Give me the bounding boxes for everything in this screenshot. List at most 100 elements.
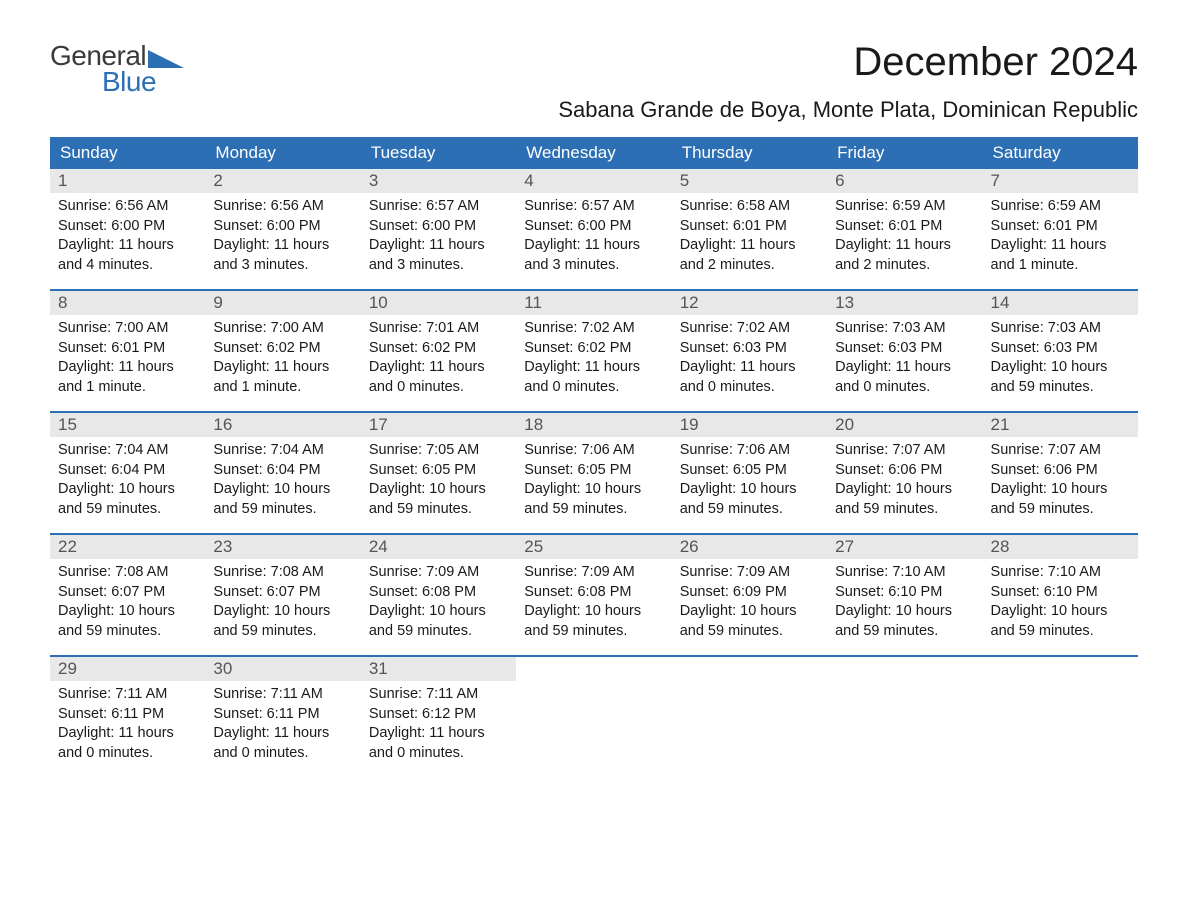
day-number: 28 bbox=[983, 535, 1138, 559]
day-number: 31 bbox=[361, 657, 516, 681]
day-header: Wednesday bbox=[516, 137, 671, 169]
calendar-day: 1Sunrise: 6:56 AMSunset: 6:00 PMDaylight… bbox=[50, 169, 205, 289]
day-number: 26 bbox=[672, 535, 827, 559]
day-sunrise: Sunrise: 7:10 AM bbox=[835, 563, 974, 583]
day-sunset: Sunset: 6:01 PM bbox=[835, 217, 974, 237]
day-number: 5 bbox=[672, 169, 827, 193]
day-data: Sunrise: 7:09 AMSunset: 6:08 PMDaylight:… bbox=[516, 559, 671, 653]
day-dl1: Daylight: 11 hours bbox=[58, 236, 197, 256]
calendar-day: 28Sunrise: 7:10 AMSunset: 6:10 PMDayligh… bbox=[983, 535, 1138, 655]
day-dl2: and 59 minutes. bbox=[680, 500, 819, 520]
day-data: Sunrise: 6:58 AMSunset: 6:01 PMDaylight:… bbox=[672, 193, 827, 287]
day-dl1: Daylight: 10 hours bbox=[835, 602, 974, 622]
day-header-row: SundayMondayTuesdayWednesdayThursdayFrid… bbox=[50, 137, 1138, 169]
day-number: 17 bbox=[361, 413, 516, 437]
calendar-week: 29Sunrise: 7:11 AMSunset: 6:11 PMDayligh… bbox=[50, 655, 1138, 777]
day-dl2: and 3 minutes. bbox=[369, 256, 508, 276]
day-sunrise: Sunrise: 6:57 AM bbox=[369, 197, 508, 217]
day-sunset: Sunset: 6:08 PM bbox=[369, 583, 508, 603]
calendar-day: 13Sunrise: 7:03 AMSunset: 6:03 PMDayligh… bbox=[827, 291, 982, 411]
day-dl2: and 59 minutes. bbox=[213, 500, 352, 520]
day-dl1: Daylight: 10 hours bbox=[680, 602, 819, 622]
day-sunrise: Sunrise: 7:11 AM bbox=[58, 685, 197, 705]
day-sunset: Sunset: 6:07 PM bbox=[58, 583, 197, 603]
day-dl1: Daylight: 11 hours bbox=[369, 358, 508, 378]
calendar-day: 7Sunrise: 6:59 AMSunset: 6:01 PMDaylight… bbox=[983, 169, 1138, 289]
day-dl2: and 0 minutes. bbox=[524, 378, 663, 398]
day-dl1: Daylight: 10 hours bbox=[991, 602, 1130, 622]
day-sunrise: Sunrise: 6:56 AM bbox=[213, 197, 352, 217]
day-number: 27 bbox=[827, 535, 982, 559]
day-sunset: Sunset: 6:00 PM bbox=[524, 217, 663, 237]
day-number: 16 bbox=[205, 413, 360, 437]
day-data: Sunrise: 7:05 AMSunset: 6:05 PMDaylight:… bbox=[361, 437, 516, 531]
day-sunrise: Sunrise: 7:02 AM bbox=[524, 319, 663, 339]
day-data: Sunrise: 7:01 AMSunset: 6:02 PMDaylight:… bbox=[361, 315, 516, 409]
day-dl2: and 59 minutes. bbox=[58, 622, 197, 642]
day-dl2: and 59 minutes. bbox=[213, 622, 352, 642]
day-sunset: Sunset: 6:12 PM bbox=[369, 705, 508, 725]
day-number: 19 bbox=[672, 413, 827, 437]
calendar-day: 8Sunrise: 7:00 AMSunset: 6:01 PMDaylight… bbox=[50, 291, 205, 411]
calendar-day: 31Sunrise: 7:11 AMSunset: 6:12 PMDayligh… bbox=[361, 657, 516, 777]
day-sunset: Sunset: 6:01 PM bbox=[58, 339, 197, 359]
day-dl2: and 0 minutes. bbox=[680, 378, 819, 398]
calendar-day: 29Sunrise: 7:11 AMSunset: 6:11 PMDayligh… bbox=[50, 657, 205, 777]
day-sunset: Sunset: 6:11 PM bbox=[213, 705, 352, 725]
calendar-day: 3Sunrise: 6:57 AMSunset: 6:00 PMDaylight… bbox=[361, 169, 516, 289]
day-dl1: Daylight: 10 hours bbox=[213, 480, 352, 500]
day-sunset: Sunset: 6:05 PM bbox=[524, 461, 663, 481]
day-sunset: Sunset: 6:02 PM bbox=[369, 339, 508, 359]
day-number: 20 bbox=[827, 413, 982, 437]
day-dl1: Daylight: 11 hours bbox=[524, 358, 663, 378]
day-data: Sunrise: 7:09 AMSunset: 6:09 PMDaylight:… bbox=[672, 559, 827, 653]
day-data: Sunrise: 6:57 AMSunset: 6:00 PMDaylight:… bbox=[516, 193, 671, 287]
day-dl1: Daylight: 11 hours bbox=[835, 236, 974, 256]
day-number bbox=[672, 657, 827, 661]
day-sunset: Sunset: 6:03 PM bbox=[991, 339, 1130, 359]
day-data: Sunrise: 7:04 AMSunset: 6:04 PMDaylight:… bbox=[205, 437, 360, 531]
location-subtitle: Sabana Grande de Boya, Monte Plata, Domi… bbox=[558, 97, 1138, 123]
day-dl2: and 0 minutes. bbox=[58, 744, 197, 764]
day-dl2: and 0 minutes. bbox=[213, 744, 352, 764]
day-sunset: Sunset: 6:09 PM bbox=[680, 583, 819, 603]
day-header: Friday bbox=[827, 137, 982, 169]
day-sunrise: Sunrise: 6:56 AM bbox=[58, 197, 197, 217]
calendar-day-empty bbox=[672, 657, 827, 777]
day-data: Sunrise: 7:00 AMSunset: 6:01 PMDaylight:… bbox=[50, 315, 205, 409]
day-dl1: Daylight: 10 hours bbox=[213, 602, 352, 622]
day-data: Sunrise: 6:56 AMSunset: 6:00 PMDaylight:… bbox=[50, 193, 205, 287]
day-dl2: and 1 minute. bbox=[213, 378, 352, 398]
calendar-day: 17Sunrise: 7:05 AMSunset: 6:05 PMDayligh… bbox=[361, 413, 516, 533]
day-sunrise: Sunrise: 7:04 AM bbox=[213, 441, 352, 461]
day-dl2: and 2 minutes. bbox=[835, 256, 974, 276]
day-sunrise: Sunrise: 7:04 AM bbox=[58, 441, 197, 461]
day-number: 30 bbox=[205, 657, 360, 681]
day-dl1: Daylight: 11 hours bbox=[213, 236, 352, 256]
calendar-week: 22Sunrise: 7:08 AMSunset: 6:07 PMDayligh… bbox=[50, 533, 1138, 655]
day-sunrise: Sunrise: 7:10 AM bbox=[991, 563, 1130, 583]
day-sunrise: Sunrise: 7:02 AM bbox=[680, 319, 819, 339]
day-dl1: Daylight: 11 hours bbox=[680, 358, 819, 378]
day-dl1: Daylight: 10 hours bbox=[991, 480, 1130, 500]
calendar-day: 30Sunrise: 7:11 AMSunset: 6:11 PMDayligh… bbox=[205, 657, 360, 777]
day-number: 8 bbox=[50, 291, 205, 315]
day-dl2: and 59 minutes. bbox=[369, 622, 508, 642]
day-dl2: and 59 minutes. bbox=[835, 500, 974, 520]
day-sunset: Sunset: 6:05 PM bbox=[369, 461, 508, 481]
day-sunset: Sunset: 6:04 PM bbox=[58, 461, 197, 481]
day-sunrise: Sunrise: 7:09 AM bbox=[680, 563, 819, 583]
day-number: 6 bbox=[827, 169, 982, 193]
day-sunrise: Sunrise: 7:09 AM bbox=[524, 563, 663, 583]
day-dl2: and 1 minute. bbox=[58, 378, 197, 398]
calendar-day-empty bbox=[983, 657, 1138, 777]
day-data: Sunrise: 7:06 AMSunset: 6:05 PMDaylight:… bbox=[672, 437, 827, 531]
day-sunset: Sunset: 6:11 PM bbox=[58, 705, 197, 725]
day-sunrise: Sunrise: 7:06 AM bbox=[524, 441, 663, 461]
day-sunset: Sunset: 6:00 PM bbox=[369, 217, 508, 237]
calendar-day: 21Sunrise: 7:07 AMSunset: 6:06 PMDayligh… bbox=[983, 413, 1138, 533]
calendar-week: 8Sunrise: 7:00 AMSunset: 6:01 PMDaylight… bbox=[50, 289, 1138, 411]
day-sunrise: Sunrise: 7:03 AM bbox=[991, 319, 1130, 339]
day-number: 13 bbox=[827, 291, 982, 315]
day-dl2: and 59 minutes. bbox=[991, 622, 1130, 642]
